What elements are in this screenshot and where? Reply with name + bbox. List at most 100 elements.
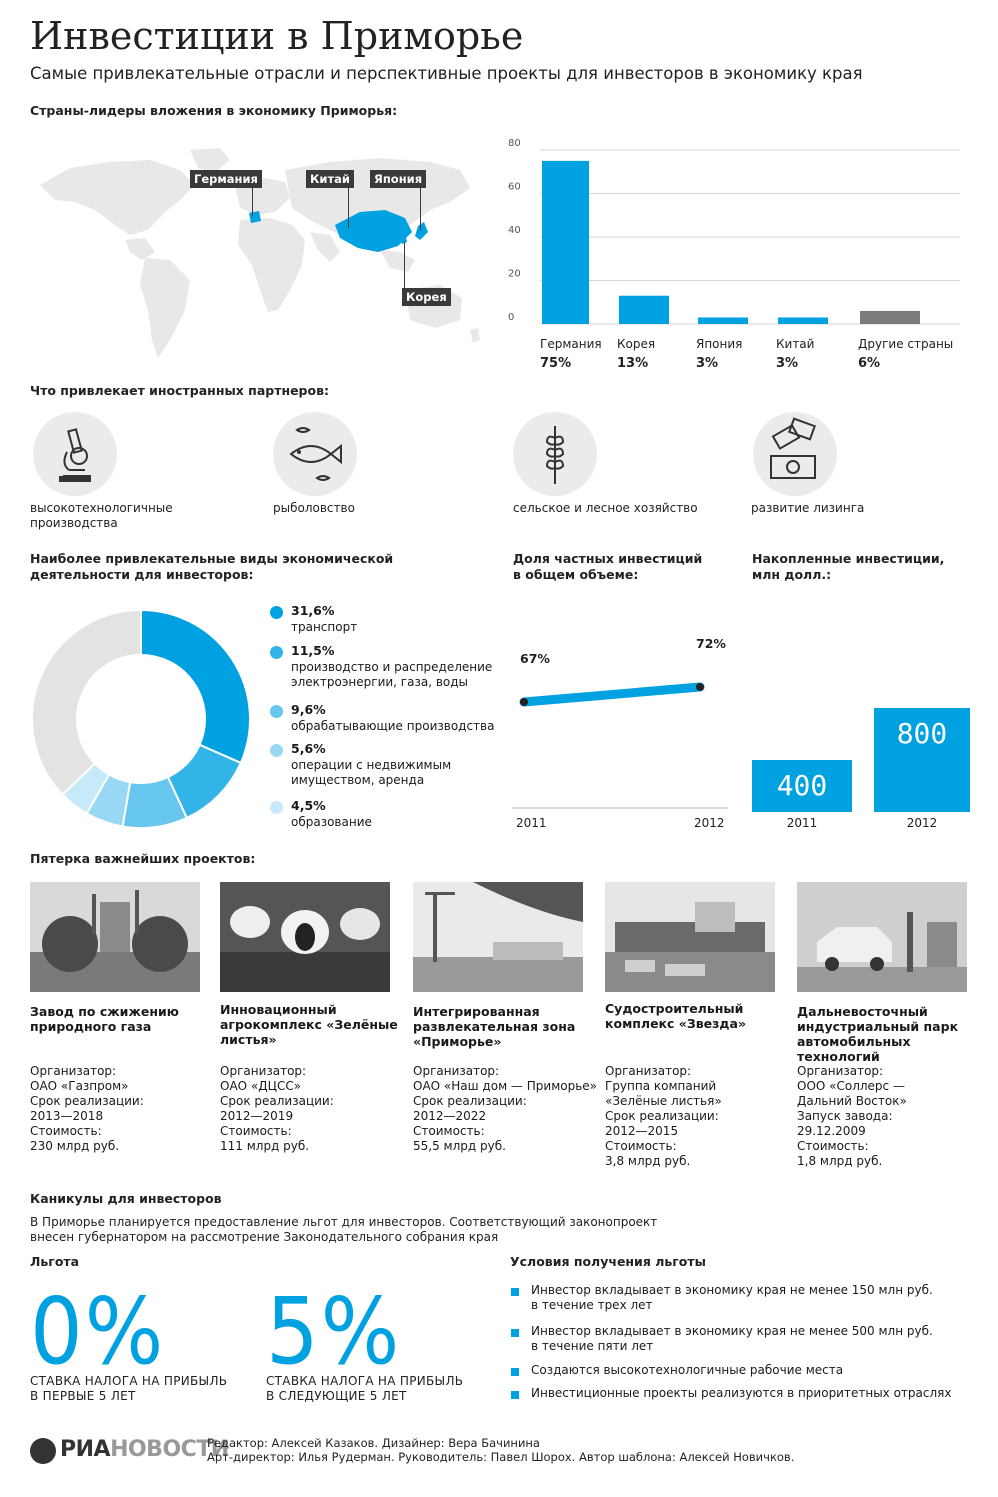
legend-value: 9,6% xyxy=(291,702,326,717)
conditions-heading: Условия получения льготы xyxy=(510,1254,706,1269)
project-title-2: Инновационный агрокомплекс «Зелёные лист… xyxy=(220,1002,398,1047)
activities-heading: Наиболее привлекательные виды экономичес… xyxy=(30,551,394,582)
project-photo-car-plant xyxy=(797,882,967,992)
donut-slice-5 xyxy=(31,608,142,797)
condition-bullet-2 xyxy=(511,1329,519,1337)
credits: Редактор: Алексей Казаков. Дизайнер: Вер… xyxy=(207,1436,795,1464)
y-tick-label: 60 xyxy=(508,182,521,193)
y-tick-label: 20 xyxy=(508,269,521,280)
project-photo-cows xyxy=(220,882,390,992)
map-germany xyxy=(249,211,261,223)
category-label: Другие страны xyxy=(858,337,953,351)
fish-icon xyxy=(289,427,342,481)
country-bar-chart: 0 20 40 60 80 Германия 75% Корея 13% Япония 3% Кита… xyxy=(508,138,960,371)
legend-label: производство и распределение электроэнер… xyxy=(291,660,493,689)
bar-0 xyxy=(542,160,589,324)
line-series xyxy=(519,682,705,707)
accumulated-heading: Накопленные инвестиции, млн долл.: xyxy=(752,551,945,582)
legend-label: операции с недвижимым имуществом, аренда xyxy=(291,758,452,787)
private-share-heading: Доля частных инвестиций в общем объеме: xyxy=(513,551,703,582)
y-tick-label: 80 xyxy=(508,138,521,149)
condition-4: Инвестиционные проекты реализуются в при… xyxy=(531,1386,952,1400)
attraction-label-1: высокотехнологичные производства xyxy=(30,501,173,530)
wheat-icon xyxy=(545,426,565,484)
benefit-desc-1: СТАВКА НАЛОГА НА ПРИБЫЛЬ В ПЕРВЫЕ 5 ЛЕТ xyxy=(30,1374,228,1403)
map-label-china: Китай xyxy=(306,170,354,188)
condition-1: Инвестор вкладывает в экономику края не … xyxy=(531,1283,933,1312)
ria-logo-icon xyxy=(30,1438,56,1464)
legend-value: 5,6% xyxy=(291,741,326,756)
holidays-text-1: В Приморье планируется предоставление ль… xyxy=(30,1215,658,1229)
line-value-label: 67% xyxy=(520,651,550,666)
attraction-label-2: рыболовство xyxy=(273,501,355,515)
map-label-germany-line xyxy=(252,188,253,216)
bar-3 xyxy=(778,317,828,324)
benefit-value-1: 0% xyxy=(30,1278,166,1385)
activities-donut-chart xyxy=(31,608,251,829)
attraction-circle-3 xyxy=(513,412,597,496)
project-title-1: Завод по сжижению природного газа xyxy=(30,1004,179,1034)
page-title: Инвестиции в Приморье xyxy=(30,14,524,58)
attraction-circle-2 xyxy=(273,412,357,496)
map-label-korea: Корея xyxy=(402,288,451,306)
bar-1 xyxy=(619,295,669,324)
countries-heading: Страны-лидеры вложения в экономику Примо… xyxy=(30,103,398,118)
project-info-2: Организатор: ОАО «ДЦСС» Срок реализации: 20… xyxy=(220,1064,334,1153)
microscope-icon xyxy=(59,428,91,482)
project-info-1: Организатор: ОАО «Газпром» Срок реализации… xyxy=(30,1064,144,1153)
value-label: 3% xyxy=(776,356,798,371)
condition-bullet-3 xyxy=(511,1368,519,1376)
category-label: Япония xyxy=(696,337,742,351)
attraction-circle-4 xyxy=(753,412,837,496)
map-label-japan: Япония xyxy=(370,170,427,188)
acc-value-label: 800 xyxy=(897,717,948,750)
value-label: 3% xyxy=(696,356,718,371)
benefit-value-2: 5% xyxy=(266,1278,402,1385)
project-info-3: Организатор: ОАО «Наш дом — Приморье» Срок… xyxy=(413,1064,597,1153)
map-label-korea-line xyxy=(404,242,405,288)
holidays-text-2: внесен губернатором на рассмотрение Зако… xyxy=(30,1230,499,1244)
map-korea xyxy=(400,234,407,244)
legend-value: 31,6% xyxy=(291,603,335,618)
legend-dot xyxy=(270,606,283,619)
map-central-america xyxy=(125,238,155,260)
acc-value-label: 400 xyxy=(777,769,828,802)
map-india xyxy=(310,232,340,262)
legend-dot xyxy=(270,705,283,718)
legend-dot xyxy=(270,801,283,814)
line-x-label: 2012 xyxy=(694,816,725,830)
y-tick-label: 0 xyxy=(508,312,514,323)
legend-dot xyxy=(270,744,283,757)
project-title-5: Дальневосточный индустриальный парк авто… xyxy=(797,1004,959,1064)
line-value-label: 72% xyxy=(696,636,726,651)
value-label: 6% xyxy=(858,356,880,371)
map-label-germany: Германия xyxy=(190,170,262,188)
map-japan xyxy=(415,222,428,240)
attraction-label-4: развитие лизинга xyxy=(751,501,865,515)
page-subtitle: Самые привлекательные отрасли и перспект… xyxy=(30,64,863,83)
ria-logo: РИАНОВОСТИ xyxy=(60,1437,229,1462)
attraction-label-3: сельское и лесное хозяйство xyxy=(513,501,698,515)
map-north-america xyxy=(40,160,195,235)
acc-year-label: 2012 xyxy=(907,816,938,830)
money-icon xyxy=(770,417,817,479)
project-info-4: Организатор: Группа компаний «Зелёные лист… xyxy=(605,1064,722,1168)
bar-4 xyxy=(860,310,920,324)
legend-value: 11,5% xyxy=(291,643,335,658)
category-label: Китай xyxy=(776,337,814,351)
legend-label: транспорт xyxy=(291,620,358,634)
accumulated-bar-chart: 400 2011 800 2012 xyxy=(752,708,970,830)
project-photo-shipyard xyxy=(605,882,775,992)
donut-slice-0 xyxy=(140,608,251,765)
attraction-circle-1 xyxy=(33,412,117,496)
acc-bar-1 xyxy=(874,708,970,812)
map-china xyxy=(335,210,412,252)
value-label: 13% xyxy=(617,356,648,371)
category-label: Германия xyxy=(540,337,602,351)
y-tick-label: 40 xyxy=(508,225,521,236)
condition-3: Создаются высокотехнологичные рабочие ме… xyxy=(531,1363,844,1377)
condition-bullet-1 xyxy=(511,1288,519,1296)
condition-bullet-4 xyxy=(511,1391,519,1399)
private-share-line-chart: 67% 72% 2011 2012 xyxy=(512,636,728,830)
project-photo-construction xyxy=(413,882,583,992)
